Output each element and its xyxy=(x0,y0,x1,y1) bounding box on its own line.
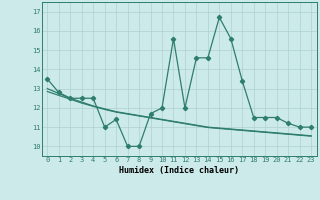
X-axis label: Humidex (Indice chaleur): Humidex (Indice chaleur) xyxy=(119,166,239,175)
